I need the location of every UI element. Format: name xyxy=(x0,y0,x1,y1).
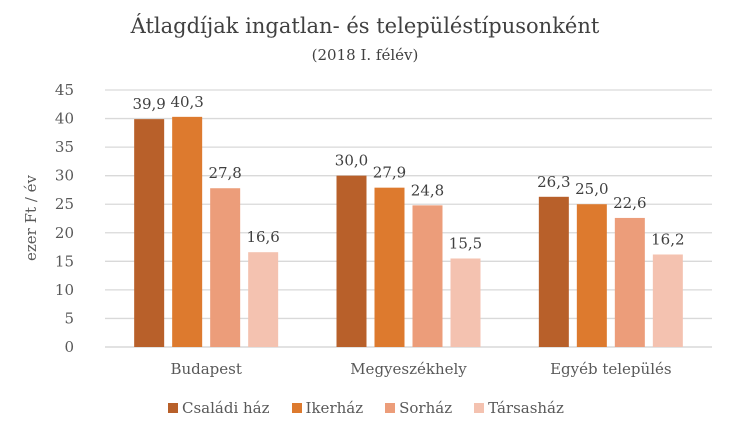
y-tick-label: 30 xyxy=(55,167,74,185)
chart-subtitle: (2018 I. félév) xyxy=(311,46,419,64)
data-label: 27,9 xyxy=(373,164,406,182)
legend: Családi ház Ikerház Sorház Társasház xyxy=(168,399,564,417)
bar xyxy=(134,119,165,347)
legend-item: Családi ház xyxy=(168,399,270,417)
data-label: 30,0 xyxy=(335,152,368,170)
legend-label: Sorház xyxy=(399,399,453,417)
y-tick-label: 15 xyxy=(55,252,74,270)
data-label: 25,0 xyxy=(575,180,608,198)
y-tick-label: 10 xyxy=(55,281,74,299)
bar xyxy=(374,187,405,347)
y-axis-label: ezer Ft / év xyxy=(22,174,40,260)
y-tick-label: 5 xyxy=(64,309,74,327)
legend-label: Társasház xyxy=(488,399,564,417)
bar xyxy=(336,175,367,347)
data-label: 39,9 xyxy=(132,95,165,113)
data-label: 16,6 xyxy=(246,228,279,246)
data-label: 40,3 xyxy=(170,93,203,111)
x-tick-label: Megyeszékhely xyxy=(350,360,467,378)
bar xyxy=(450,258,481,347)
legend-item: Társasház xyxy=(474,399,564,417)
x-tick-label: Egyéb település xyxy=(550,360,672,378)
data-label: 16,2 xyxy=(651,230,684,248)
data-label: 26,3 xyxy=(537,173,570,191)
bar xyxy=(210,188,241,347)
legend-item: Ikerház xyxy=(291,399,364,417)
legend-label: Ikerház xyxy=(305,399,364,417)
bar xyxy=(652,254,683,347)
data-label: 27,8 xyxy=(208,164,241,182)
legend-item: Sorház xyxy=(385,399,452,417)
bar xyxy=(412,205,443,347)
y-tick-label: 40 xyxy=(55,110,74,128)
bar xyxy=(576,204,607,347)
bar xyxy=(172,116,203,347)
y-tick-label: 35 xyxy=(55,138,74,156)
legend-swatch xyxy=(291,403,302,413)
legend-swatch xyxy=(385,403,396,413)
data-label: 22,6 xyxy=(613,194,646,212)
data-label: 15,5 xyxy=(449,234,482,252)
y-tick-label: 0 xyxy=(64,338,74,356)
y-tick-label: 45 xyxy=(55,81,74,99)
y-tick-label: 20 xyxy=(55,224,74,242)
legend-swatch xyxy=(474,403,485,413)
x-tick-label: Budapest xyxy=(170,360,241,378)
bar xyxy=(248,252,279,347)
bar xyxy=(538,196,569,347)
data-label: 24,8 xyxy=(411,181,444,199)
legend-swatch xyxy=(168,403,178,413)
legend-label: Családi ház xyxy=(182,399,270,417)
y-tick-label: 25 xyxy=(55,195,74,213)
bar xyxy=(614,217,645,347)
chart-title: Átlagdíjak ingatlan- és településtípuson… xyxy=(130,14,600,38)
